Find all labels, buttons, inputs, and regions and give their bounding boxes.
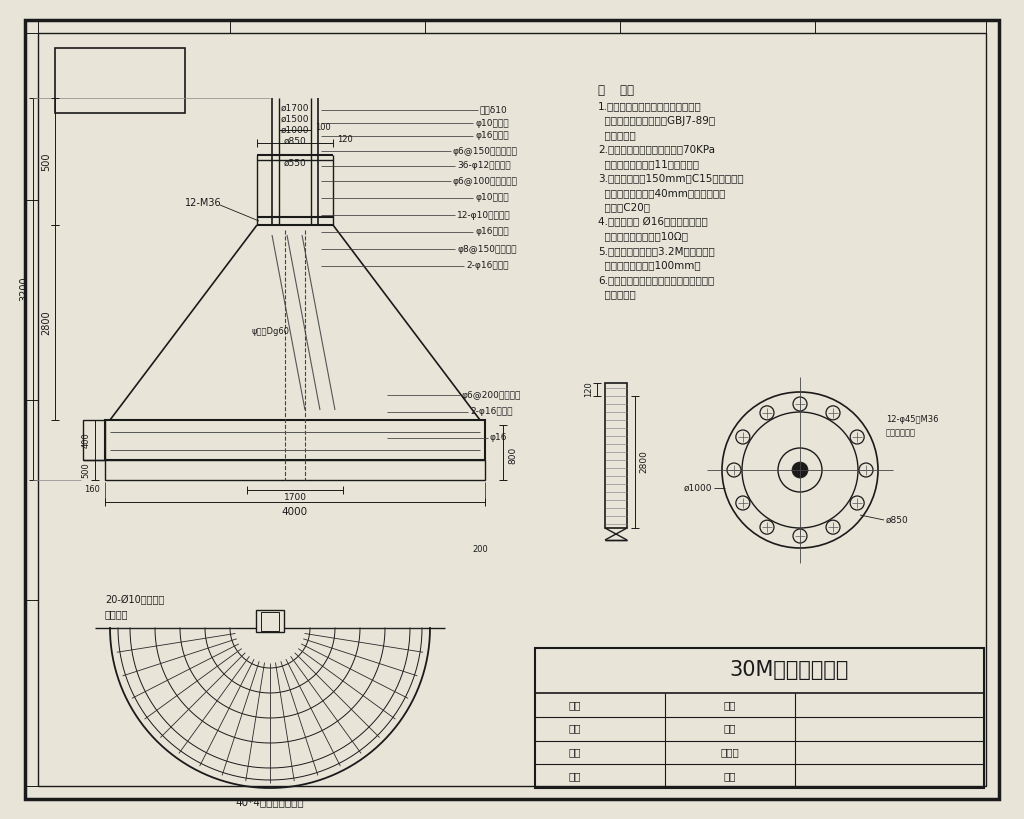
- Text: 控制: 控制: [724, 700, 736, 710]
- Text: 上下双层: 上下双层: [105, 609, 128, 619]
- Text: φ16（环）: φ16（环）: [475, 228, 509, 237]
- Text: 1700: 1700: [284, 494, 306, 503]
- Text: φ10（环）: φ10（环）: [475, 119, 509, 128]
- Bar: [105, 420, 485, 460]
- Text: ø1500: ø1500: [281, 115, 309, 124]
- Text: ψ线管Dg60: ψ线管Dg60: [251, 328, 289, 337]
- Bar: [55, 48, 185, 113]
- Text: ø850: ø850: [284, 137, 306, 146]
- Text: φ6@200（箍筋）: φ6@200（箍筋）: [462, 391, 521, 400]
- Text: 筑地基基础设计规范》GBJ7-89等: 筑地基基础设计规范》GBJ7-89等: [598, 115, 715, 125]
- Text: 12-φ10（竖向）: 12-φ10（竖向）: [457, 210, 511, 219]
- Text: 5.本基础埋置深度为3.2M，基础顶面: 5.本基础埋置深度为3.2M，基础顶面: [598, 246, 715, 256]
- Text: 160: 160: [84, 486, 100, 495]
- Text: φ8@150（环向）: φ8@150（环向）: [457, 245, 516, 254]
- Text: 6.本图纸未详尽事宜参照国家有关规定，: 6.本图纸未详尽事宜参照国家有关规定，: [598, 275, 715, 285]
- Text: 120: 120: [337, 135, 353, 144]
- Text: 40*4扁铁箍（两层）: 40*4扁铁箍（两层）: [236, 797, 304, 807]
- Text: 设计: 设计: [568, 700, 582, 710]
- Text: 3200: 3200: [19, 277, 29, 301]
- Bar: [83, 420, 105, 460]
- Text: 2-φ16（环）: 2-φ16（环）: [466, 261, 509, 270]
- Text: 12-φ45配M36: 12-φ45配M36: [886, 415, 939, 424]
- Text: 2.本基础适用于地基强度值＞70KPa: 2.本基础适用于地基强度值＞70KPa: [598, 144, 715, 155]
- Text: 并，接地电阻应小于10Ω；: 并，接地电阻应小于10Ω；: [598, 232, 688, 242]
- Text: 4000: 4000: [282, 507, 308, 517]
- Text: ø550: ø550: [284, 159, 306, 168]
- Text: 3.本基础垫层为150mm厚C15素混凝土，: 3.本基础垫层为150mm厚C15素混凝土，: [598, 174, 743, 183]
- Text: 规范: 规范: [568, 771, 582, 781]
- Text: φ16: φ16: [490, 433, 508, 442]
- Text: φ16（环）: φ16（环）: [475, 132, 509, 141]
- Bar: [605, 383, 627, 528]
- Text: 12-M36: 12-M36: [185, 198, 221, 208]
- Text: 审核: 审核: [568, 748, 582, 758]
- Text: 2800: 2800: [41, 310, 51, 335]
- Text: 和最大风力不超过11级的地区；: 和最大风力不超过11级的地区；: [598, 159, 699, 169]
- Text: φ10（环）: φ10（环）: [475, 193, 509, 202]
- Text: 标准执行。: 标准执行。: [598, 289, 636, 300]
- Text: 20-Ø10（径向）: 20-Ø10（径向）: [105, 595, 164, 605]
- Text: ø1700: ø1700: [281, 103, 309, 112]
- Text: 地脚螺栓均布: 地脚螺栓均布: [886, 428, 916, 437]
- Text: 2800: 2800: [640, 450, 648, 473]
- Text: 120: 120: [585, 381, 594, 397]
- Bar: [105, 460, 485, 480]
- Text: 400: 400: [82, 432, 90, 448]
- Text: 500: 500: [82, 462, 90, 477]
- Text: 100: 100: [315, 123, 331, 132]
- Text: φ6@100（螺旋筋）: φ6@100（螺旋筋）: [453, 177, 517, 185]
- Circle shape: [792, 462, 808, 478]
- Text: 500: 500: [41, 152, 51, 170]
- Text: 800: 800: [509, 446, 517, 464]
- Bar: [256, 610, 284, 632]
- Text: 钢筋保护层厚度为40mm，混凝土强度: 钢筋保护层厚度为40mm，混凝土强度: [598, 188, 725, 198]
- Text: 工艺: 工艺: [724, 724, 736, 734]
- Text: 1.本基础为钢筋混凝土结构；按《建: 1.本基础为钢筋混凝土结构；按《建: [598, 101, 701, 111]
- Text: 等级为C20；: 等级为C20；: [598, 202, 650, 212]
- Text: ø1000: ø1000: [683, 483, 712, 492]
- Text: ø850: ø850: [886, 515, 908, 524]
- Text: 铁板δ10: 铁板δ10: [479, 106, 507, 115]
- Bar: [535, 648, 984, 788]
- Text: 标准设计。: 标准设计。: [598, 130, 636, 140]
- Text: 只测: 只测: [724, 771, 736, 781]
- Text: 200: 200: [472, 545, 487, 554]
- Text: 标准化: 标准化: [721, 748, 739, 758]
- Text: 说    明：: 说 明：: [598, 84, 634, 97]
- Text: 4.两根接地线 Ø16与地脚螺栓应焊: 4.两根接地线 Ø16与地脚螺栓应焊: [598, 217, 708, 227]
- Text: ø1000: ø1000: [281, 125, 309, 134]
- Text: 2-φ16（环）: 2-φ16（环）: [470, 408, 512, 417]
- Text: φ6@150（螺旋筋）: φ6@150（螺旋筋）: [453, 147, 517, 156]
- Text: 应高出回填土表面100mm；: 应高出回填土表面100mm；: [598, 260, 700, 270]
- Text: 36-φ12（竖向）: 36-φ12（竖向）: [457, 161, 511, 170]
- Bar: [261, 612, 279, 631]
- Text: 出图: 出图: [568, 724, 582, 734]
- Text: 30M高杆灯基础图: 30M高杆灯基础图: [730, 660, 849, 681]
